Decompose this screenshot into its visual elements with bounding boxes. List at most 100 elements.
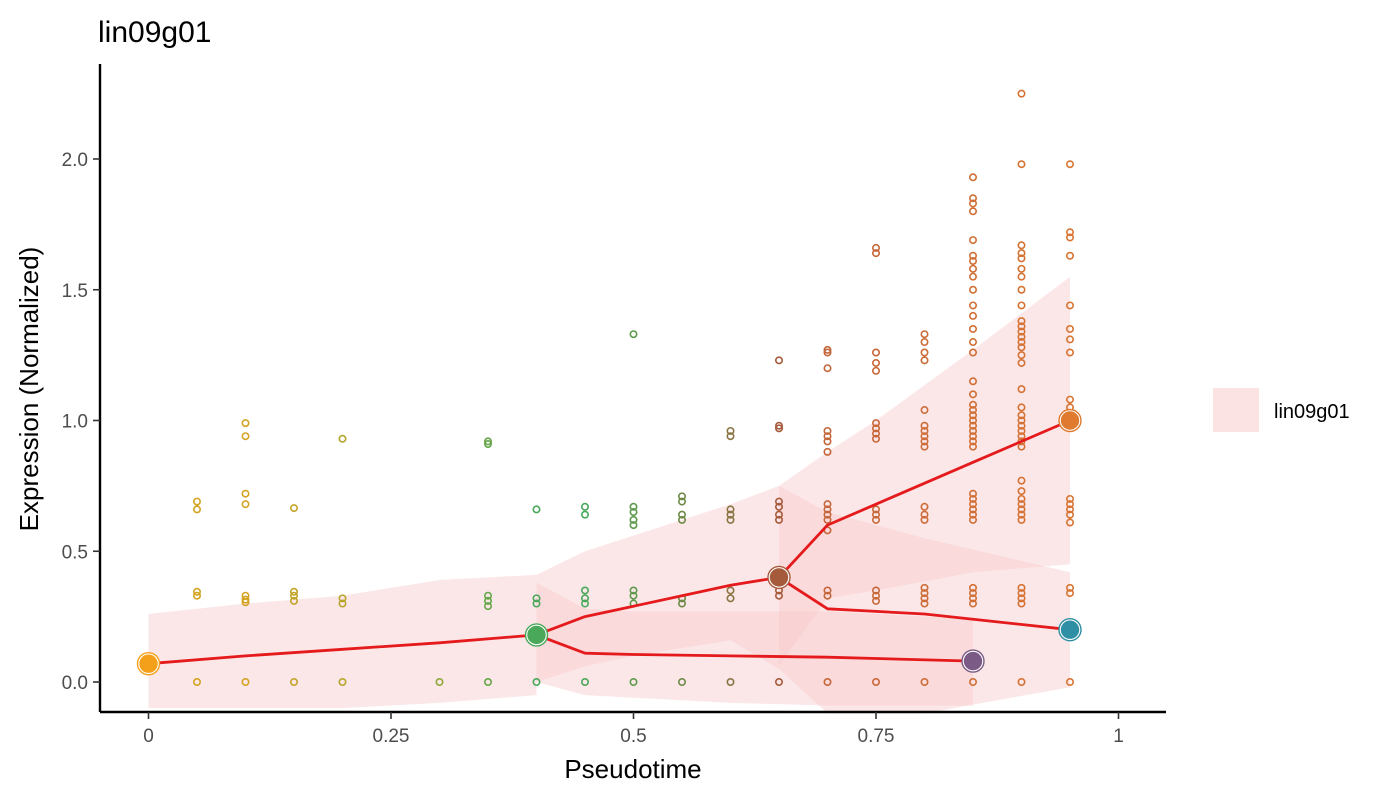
data-point: [871, 510, 880, 519]
trajectory-node: [1059, 409, 1081, 432]
confidence-ribbons: [148, 276, 1070, 714]
data-point: [629, 591, 638, 600]
data-point: [677, 497, 686, 506]
data-point: [532, 594, 541, 603]
data-point: [920, 356, 929, 365]
data-point: [968, 301, 977, 310]
data-point: [483, 440, 492, 449]
data-point: [968, 285, 977, 294]
data-point: [968, 416, 977, 425]
trajectory-node: [768, 566, 790, 589]
line-branch-3: [777, 419, 1071, 579]
data-point: [629, 502, 638, 511]
data-point: [968, 324, 977, 333]
data-point: [1017, 385, 1026, 394]
data-point: [483, 602, 492, 611]
data-point: [871, 434, 880, 443]
data-point: [871, 591, 880, 600]
data-point: [241, 595, 250, 604]
data-point: [1066, 510, 1075, 519]
data-point: [241, 591, 250, 600]
data-point: [677, 599, 686, 608]
data-point: [1017, 500, 1026, 509]
data-point: [1017, 272, 1026, 281]
data-point: [968, 505, 977, 514]
data-point: [677, 515, 686, 524]
data-point: [1017, 599, 1026, 608]
data-point: [193, 677, 202, 686]
data-point: [968, 390, 977, 399]
data-point: [920, 426, 929, 435]
data-point: [1017, 285, 1026, 294]
x-tick-label: 0: [143, 726, 154, 747]
data-point: [968, 194, 977, 203]
data-point: [968, 494, 977, 503]
data-point: [968, 311, 977, 320]
data-point: [483, 437, 492, 446]
x-tick-label: 1: [1113, 726, 1124, 747]
data-point: [726, 586, 735, 595]
data-point: [774, 515, 783, 524]
data-point: [968, 411, 977, 420]
legend-label: lin09g01: [1274, 401, 1350, 423]
data-point: [920, 589, 929, 598]
data-point: [1066, 518, 1075, 527]
data-point: [1017, 403, 1026, 412]
data-point: [968, 256, 977, 265]
data-point: [920, 510, 929, 519]
ribbon-branch-1: [536, 485, 779, 682]
data-point: [1017, 505, 1026, 514]
data-point: [241, 419, 250, 428]
data-point: [968, 500, 977, 509]
data-point: [774, 421, 783, 430]
line-branch-2: [536, 633, 974, 663]
data-point: [1017, 476, 1026, 485]
data-point: [241, 500, 250, 509]
data-point: [1017, 254, 1026, 263]
data-point: [629, 330, 638, 339]
data-point: [968, 264, 977, 273]
data-point: [1017, 677, 1026, 686]
data-point: [338, 434, 347, 443]
x-axis-label: Pseudotime: [564, 754, 701, 784]
data-point: [823, 500, 832, 509]
trajectory-node-ring: [524, 623, 549, 647]
y-tick-label: 0.0: [62, 673, 88, 694]
data-point: [1017, 317, 1026, 326]
data-point: [532, 505, 541, 514]
data-point: [241, 677, 250, 686]
chart-title: lin09g01: [98, 16, 211, 49]
ribbon-branch-2: [536, 582, 973, 706]
data-point: [920, 406, 929, 415]
data-point: [1017, 442, 1026, 451]
data-point: [1066, 505, 1075, 514]
data-point: [1066, 589, 1075, 598]
data-point: [1017, 351, 1026, 360]
data-point: [629, 677, 638, 686]
data-point: [1017, 487, 1026, 496]
data-point: [920, 442, 929, 451]
data-point: [241, 432, 250, 441]
data-point: [871, 429, 880, 438]
data-point: [920, 594, 929, 603]
data-point: [774, 356, 783, 365]
data-point: [726, 432, 735, 441]
x-tick-label: 0.75: [858, 726, 895, 747]
data-point: [532, 677, 541, 686]
data-point: [968, 515, 977, 524]
data-point: [289, 677, 298, 686]
data-point: [920, 421, 929, 430]
data-point: [871, 515, 880, 524]
data-point: [823, 348, 832, 357]
data-point: [871, 249, 880, 258]
data-point: [968, 426, 977, 435]
x-ticks: 0 0.25 0.5 0.75 1: [143, 712, 1124, 747]
data-point: [1017, 432, 1026, 441]
data-point: [289, 596, 298, 605]
data-point: [193, 587, 202, 596]
data-point: [968, 677, 977, 686]
data-point: [1017, 264, 1026, 273]
data-point: [920, 583, 929, 592]
y-tick-label: 1.0: [62, 412, 88, 433]
